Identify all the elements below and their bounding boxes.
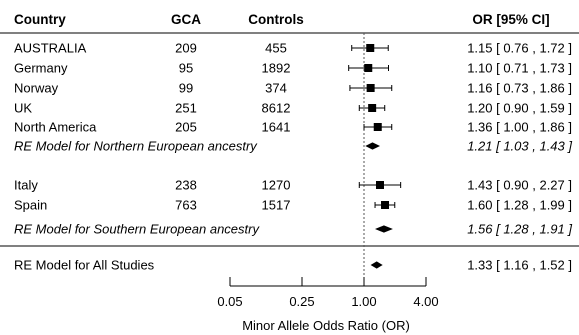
x-tick-label: 4.00 (413, 294, 438, 309)
row-gca: 99 (179, 81, 193, 96)
point-estimate-square (381, 201, 390, 209)
point-estimate-square (368, 104, 377, 112)
x-tick-label: 1.00 (351, 294, 376, 309)
row-or-ci: 1.10 [ 0.71 , 1.73 ] (467, 61, 572, 76)
point-estimate-square (366, 84, 375, 92)
row-gca: 95 (179, 61, 193, 76)
row-label: North America (14, 120, 97, 135)
row-label: Germany (14, 61, 68, 76)
header-gca: GCA (171, 12, 201, 27)
subtotal-diamond (375, 225, 393, 233)
row-or-ci: 1.60 [ 1.28 , 1.99 ] (467, 198, 572, 213)
row-label: UK (14, 101, 32, 116)
row-or-ci: 1.43 [ 0.90 , 2.27 ] (467, 178, 572, 193)
header-row: Country GCA Controls OR [95% CI] (14, 12, 550, 27)
row-label: Spain (14, 198, 47, 213)
row-label: Italy (14, 178, 38, 193)
row-controls: 374 (265, 81, 287, 96)
row-gca: 251 (175, 101, 197, 116)
row-controls: 8612 (262, 101, 291, 116)
row-controls: 1892 (262, 61, 291, 76)
row-label: Norway (14, 81, 59, 96)
point-estimate-square (375, 181, 384, 189)
x-tick-label: 0.05 (217, 294, 242, 309)
row-controls: 1270 (262, 178, 291, 193)
row-or-ci: 1.15 [ 0.76 , 1.72 ] (467, 41, 572, 56)
row-or-ci: 1.20 [ 0.90 , 1.59 ] (467, 101, 572, 116)
point-estimate-square (373, 123, 382, 131)
row-controls: 1641 (262, 120, 291, 135)
row-or-ci: 1.33 [ 1.16 , 1.52 ] (467, 258, 572, 273)
point-estimate-square (366, 44, 375, 52)
x-tick-label: 0.25 (289, 294, 314, 309)
x-axis: 0.05 0.25 1.00 4.00 (217, 277, 439, 309)
row-label: RE Model for Southern European ancestry (14, 222, 260, 237)
row-gca: 205 (175, 120, 197, 135)
row-or-ci: 1.16 [ 0.73 , 1.86 ] (467, 81, 572, 96)
row-label: AUSTRALIA (14, 41, 87, 56)
row-gca: 209 (175, 41, 197, 56)
subtotal-diamond (365, 142, 380, 150)
row-label: RE Model for All Studies (14, 258, 155, 273)
header-country: Country (14, 12, 66, 27)
row-controls: 1517 (262, 198, 291, 213)
row-gca: 763 (175, 198, 197, 213)
forest-rows: AUSTRALIA 209 455 1.15 [ 0.76 , 1.72 ] Germa… (14, 41, 572, 273)
point-estimate-square (364, 64, 373, 72)
row-label: RE Model for Northern European ancestry (14, 139, 258, 154)
row-or-ci: 1.36 [ 1.00 , 1.86 ] (467, 120, 572, 135)
header-or-ci: OR [95% CI] (472, 12, 549, 27)
overall-diamond (370, 261, 383, 269)
row-or-ci: 1.56 [ 1.28 , 1.91 ] (467, 222, 572, 237)
x-axis-label: Minor Allele Odds Ratio (OR) (242, 318, 410, 333)
row-or-ci: 1.21 [ 1.03 , 1.43 ] (467, 139, 572, 154)
header-controls: Controls (248, 12, 304, 27)
row-controls: 455 (265, 41, 287, 56)
row-gca: 238 (175, 178, 197, 193)
